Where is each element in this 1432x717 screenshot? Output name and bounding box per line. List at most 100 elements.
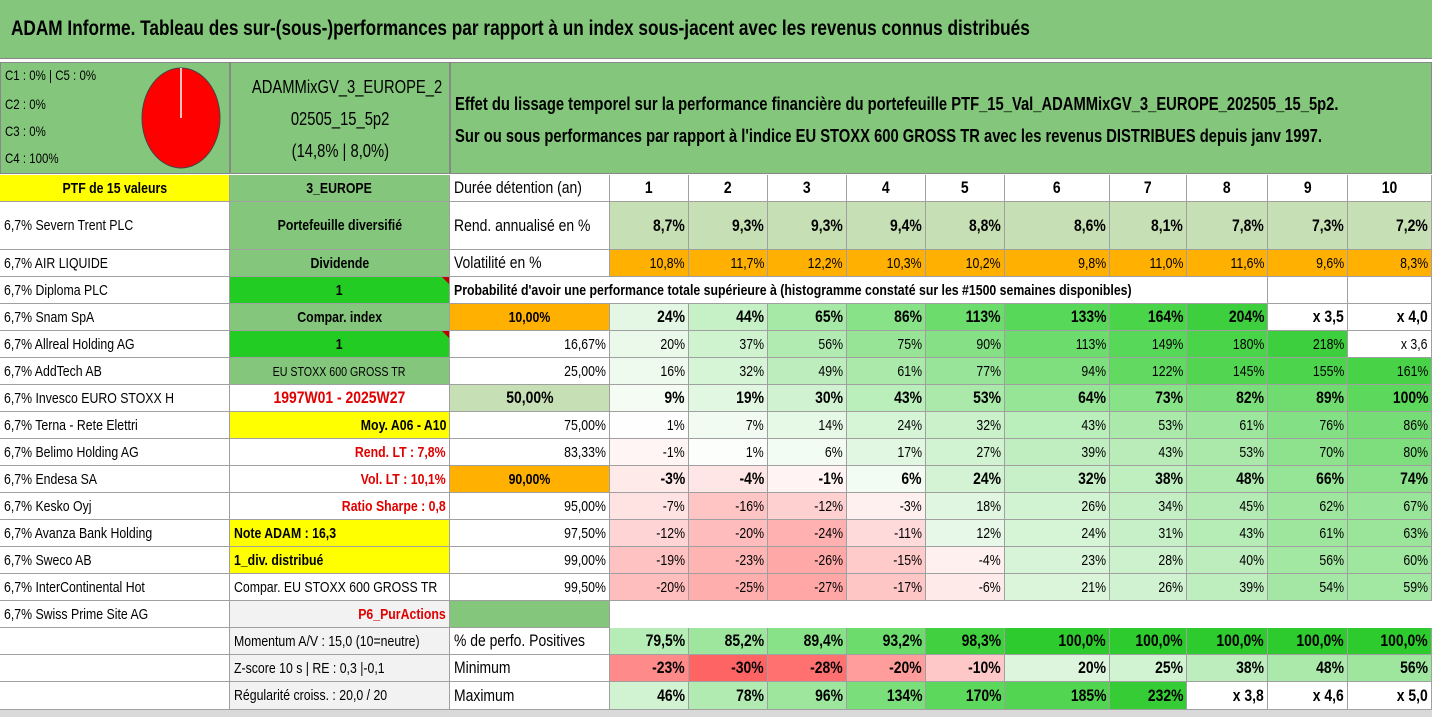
value-cell-text: x 3,8	[1232, 685, 1264, 705]
value-cell-text: 25%	[1155, 658, 1183, 677]
value-cell-text: 49%	[818, 362, 843, 380]
value-cell: 32%	[926, 412, 1005, 439]
value-cell-text: 27%	[976, 443, 1001, 461]
portfolio-attribute-text: Vol. LT : 10,1%	[361, 470, 446, 488]
probability-caption: Probabilité d'avoir une performance tota…	[450, 277, 1268, 304]
value-cell-text: -10%	[968, 658, 1001, 677]
value-cell: 48%	[1268, 655, 1348, 682]
metric-label-text: 99,00%	[564, 551, 606, 569]
portfolio-size-label-text: PTF de 15 valeurs	[62, 179, 167, 197]
value-cell-text: 75%	[897, 335, 922, 353]
value-cell: 8,1%	[1110, 202, 1187, 250]
metric-label: 10,00%	[450, 304, 610, 331]
value-cell: 70%	[1268, 439, 1348, 466]
value-cell: 145%	[1187, 358, 1268, 385]
value-cell: 9,3%	[689, 202, 768, 250]
metric-label: 90,00%	[450, 466, 610, 493]
metric-label-text: Volatilité en %	[454, 253, 542, 272]
value-cell: 9,6%	[1268, 250, 1348, 277]
value-cell: 53%	[926, 385, 1005, 412]
value-cell-text: 38%	[1236, 658, 1264, 677]
portfolio-attribute-text: 1	[336, 281, 343, 299]
value-cell-text: 28%	[1158, 551, 1183, 569]
value-cell-text: 63%	[1403, 524, 1428, 542]
value-cell-text: 89%	[1316, 388, 1344, 407]
value-cell: 90%	[926, 331, 1005, 358]
value-cell-text: -11%	[894, 524, 922, 542]
value-cell-text: 60%	[1403, 551, 1428, 569]
portfolio-attribute: Moy. A06 - A10	[230, 412, 450, 439]
metric-label: % de perfo. Positives	[450, 628, 610, 655]
value-cell-text: 100,0%	[1216, 631, 1264, 650]
value-cell: 89,4%	[768, 628, 847, 655]
value-cell: 24%	[1005, 520, 1110, 547]
portfolio-name-line: 02505_15_5p2	[290, 109, 390, 129]
value-cell-text: 9,3%	[811, 215, 843, 235]
value-cell-text: 53%	[973, 388, 1001, 407]
value-cell: 7,3%	[1268, 202, 1348, 250]
year-header: 1	[610, 175, 689, 202]
holding-name: 6,7% AddTech AB	[0, 358, 230, 385]
value-cell: 54%	[1268, 574, 1348, 601]
value-cell: -23%	[689, 547, 768, 574]
metric-label-text: 95,00%	[564, 497, 606, 515]
value-cell: 100%	[1348, 385, 1432, 412]
value-cell: 66%	[1268, 466, 1348, 493]
value-cell-text: 78%	[736, 685, 764, 705]
holding-name-text: 6,7% InterContinental Hot	[4, 578, 145, 596]
value-cell-text: 59%	[1403, 578, 1428, 596]
value-cell: -20%	[689, 520, 768, 547]
portfolio-attribute-text: Moy. A06 - A10	[360, 416, 446, 434]
value-cell: 1%	[610, 412, 689, 439]
value-cell-text: 77%	[976, 362, 1001, 380]
year-header-text: 2	[724, 178, 732, 197]
value-cell: 232%	[1110, 682, 1187, 710]
metric-label: 97,50%	[450, 520, 610, 547]
value-cell: 20%	[1005, 655, 1110, 682]
value-cell-text: x 5,0	[1396, 685, 1428, 705]
metric-label: 83,33%	[450, 439, 610, 466]
value-cell: -28%	[768, 655, 847, 682]
value-cell: 113%	[1005, 331, 1110, 358]
value-cell-text: 86%	[894, 307, 922, 326]
metric-label: 16,67%	[450, 331, 610, 358]
value-cell-text: 76%	[1319, 416, 1344, 434]
value-cell-text: 9,3%	[732, 215, 764, 235]
value-cell: 60%	[1348, 547, 1432, 574]
value-cell: -7%	[610, 493, 689, 520]
value-cell-text: -19%	[656, 551, 685, 569]
value-cell-text: 53%	[1158, 416, 1183, 434]
value-cell: 25%	[1110, 655, 1187, 682]
year-header-text: 3	[803, 178, 811, 197]
portfolio-attribute: 1_div. distribué	[230, 547, 450, 574]
value-cell-text: -3%	[660, 469, 685, 488]
empty-cell	[1268, 277, 1348, 304]
value-cell-text: 14%	[818, 416, 843, 434]
value-cell-text: 7,8%	[1232, 215, 1264, 235]
value-cell-text: 180%	[1232, 335, 1264, 353]
year-header: 2	[689, 175, 768, 202]
value-cell: 98,3%	[926, 628, 1005, 655]
value-cell-text: 70%	[1319, 443, 1344, 461]
value-cell-text: -6%	[979, 578, 1001, 596]
value-cell-text: 65%	[815, 307, 843, 326]
value-cell: 122%	[1110, 358, 1187, 385]
portfolio-attribute: Compar. EU STOXX 600 GROSS TR	[230, 574, 450, 601]
value-cell: 96%	[768, 682, 847, 710]
value-cell: 85,2%	[689, 628, 768, 655]
holding-name-text: 6,7% Belimo Holding AG	[4, 443, 139, 461]
value-cell-text: -20%	[735, 524, 764, 542]
value-cell: 10,2%	[926, 250, 1005, 277]
holding-name-text: 6,7% Diploma PLC	[4, 281, 108, 299]
value-cell: 133%	[1005, 304, 1110, 331]
value-cell-text: 79,5%	[645, 631, 685, 650]
value-cell: x 4,6	[1268, 682, 1348, 710]
portfolio-attribute-text: Compar. index	[297, 308, 382, 326]
value-cell-text: -30%	[731, 658, 764, 677]
portfolio-perf-line: (14,8% | 8,0%)	[291, 141, 389, 161]
description-line: Sur ou sous performances par rapport à l…	[455, 126, 1322, 146]
value-cell: -20%	[847, 655, 926, 682]
metric-label-text: 97,50%	[564, 524, 606, 542]
value-cell: 9,4%	[847, 202, 926, 250]
value-cell-text: 17%	[897, 443, 922, 461]
